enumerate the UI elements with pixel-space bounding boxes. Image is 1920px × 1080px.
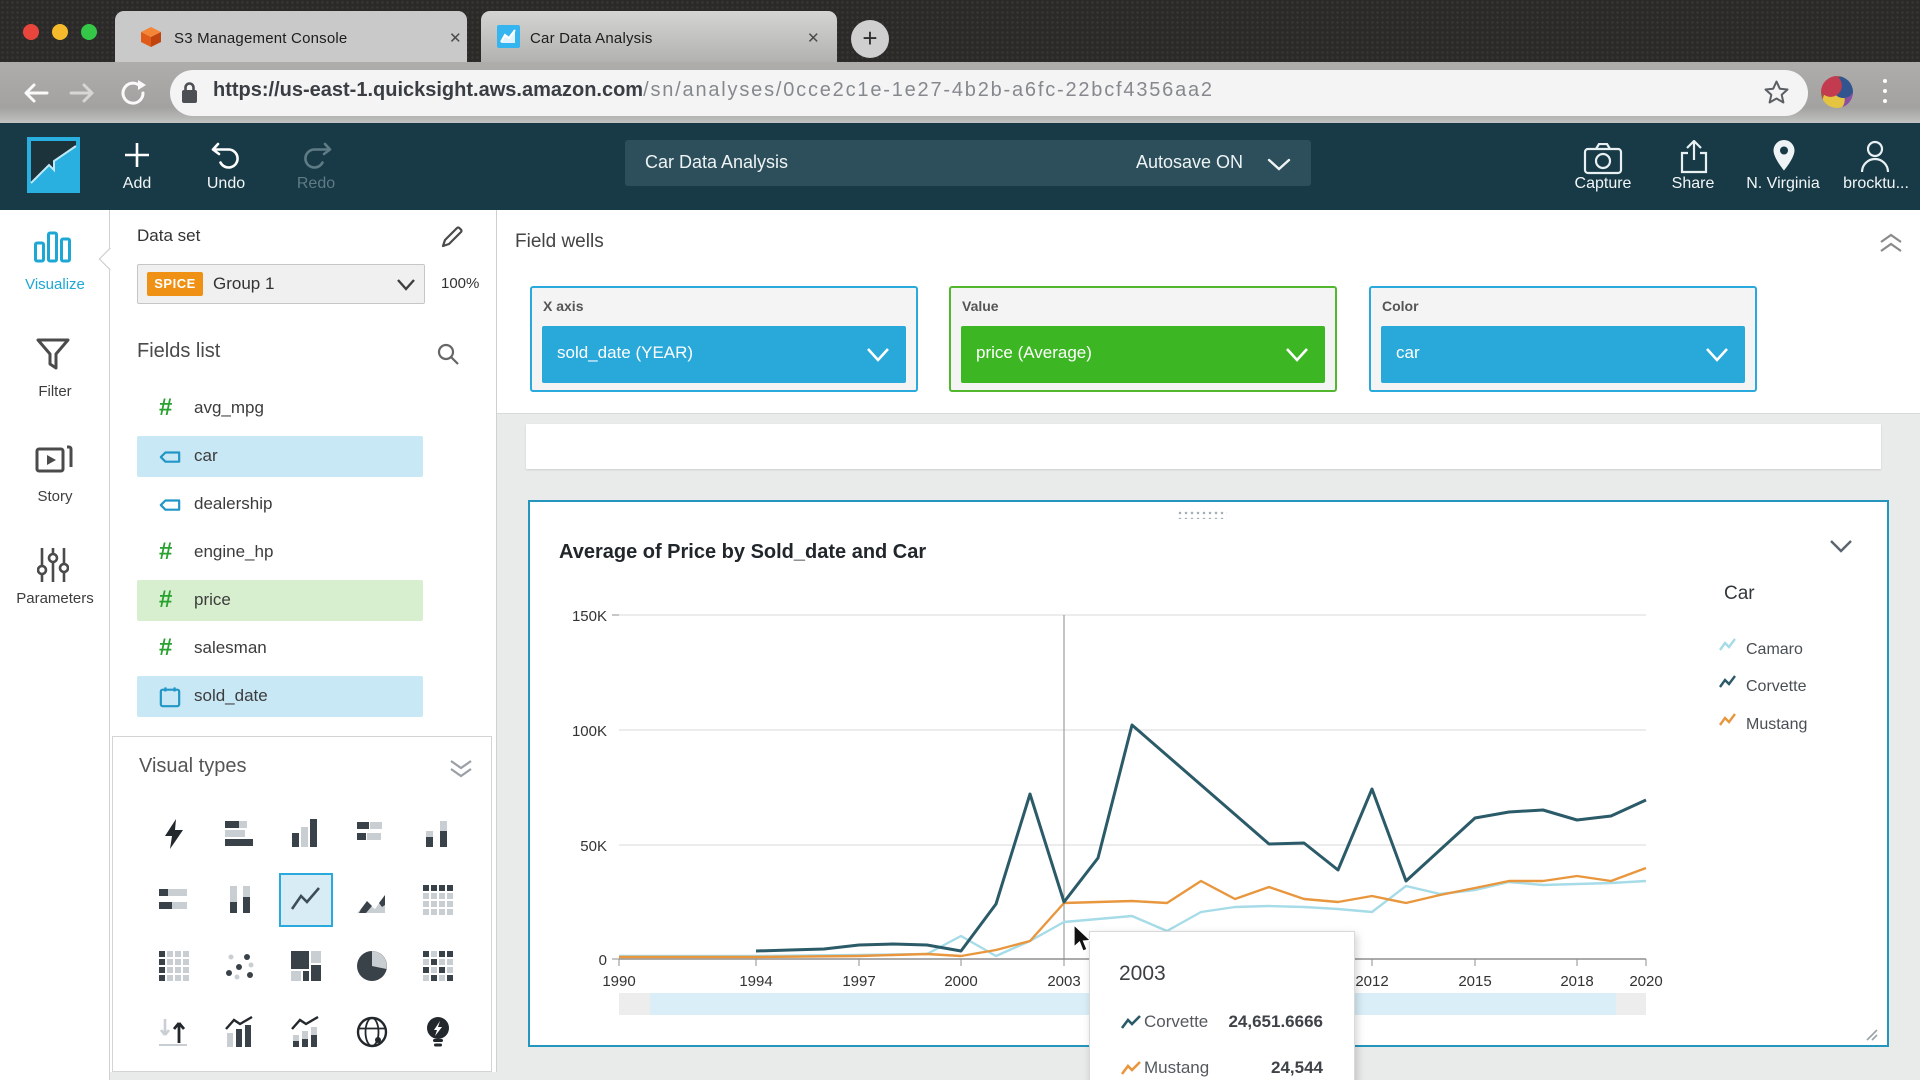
svg-text:150K: 150K: [572, 608, 607, 625]
svg-text:Corvette: Corvette: [1746, 678, 1807, 695]
svg-text:2012: 2012: [1355, 973, 1388, 990]
svg-text:2000: 2000: [944, 973, 977, 990]
svg-text:2015: 2015: [1458, 973, 1491, 990]
svg-text:Camaro: Camaro: [1746, 641, 1803, 658]
svg-text:1997: 1997: [842, 973, 875, 990]
svg-text:50K: 50K: [580, 838, 607, 855]
svg-text:2003: 2003: [1047, 973, 1080, 990]
svg-text:2018: 2018: [1560, 973, 1593, 990]
svg-text:100K: 100K: [572, 723, 607, 740]
svg-text:2020: 2020: [1629, 973, 1662, 990]
svg-text:1990: 1990: [602, 973, 635, 990]
svg-text:Mustang: Mustang: [1746, 716, 1807, 733]
svg-text:0: 0: [599, 952, 607, 969]
svg-text:1994: 1994: [739, 973, 772, 990]
